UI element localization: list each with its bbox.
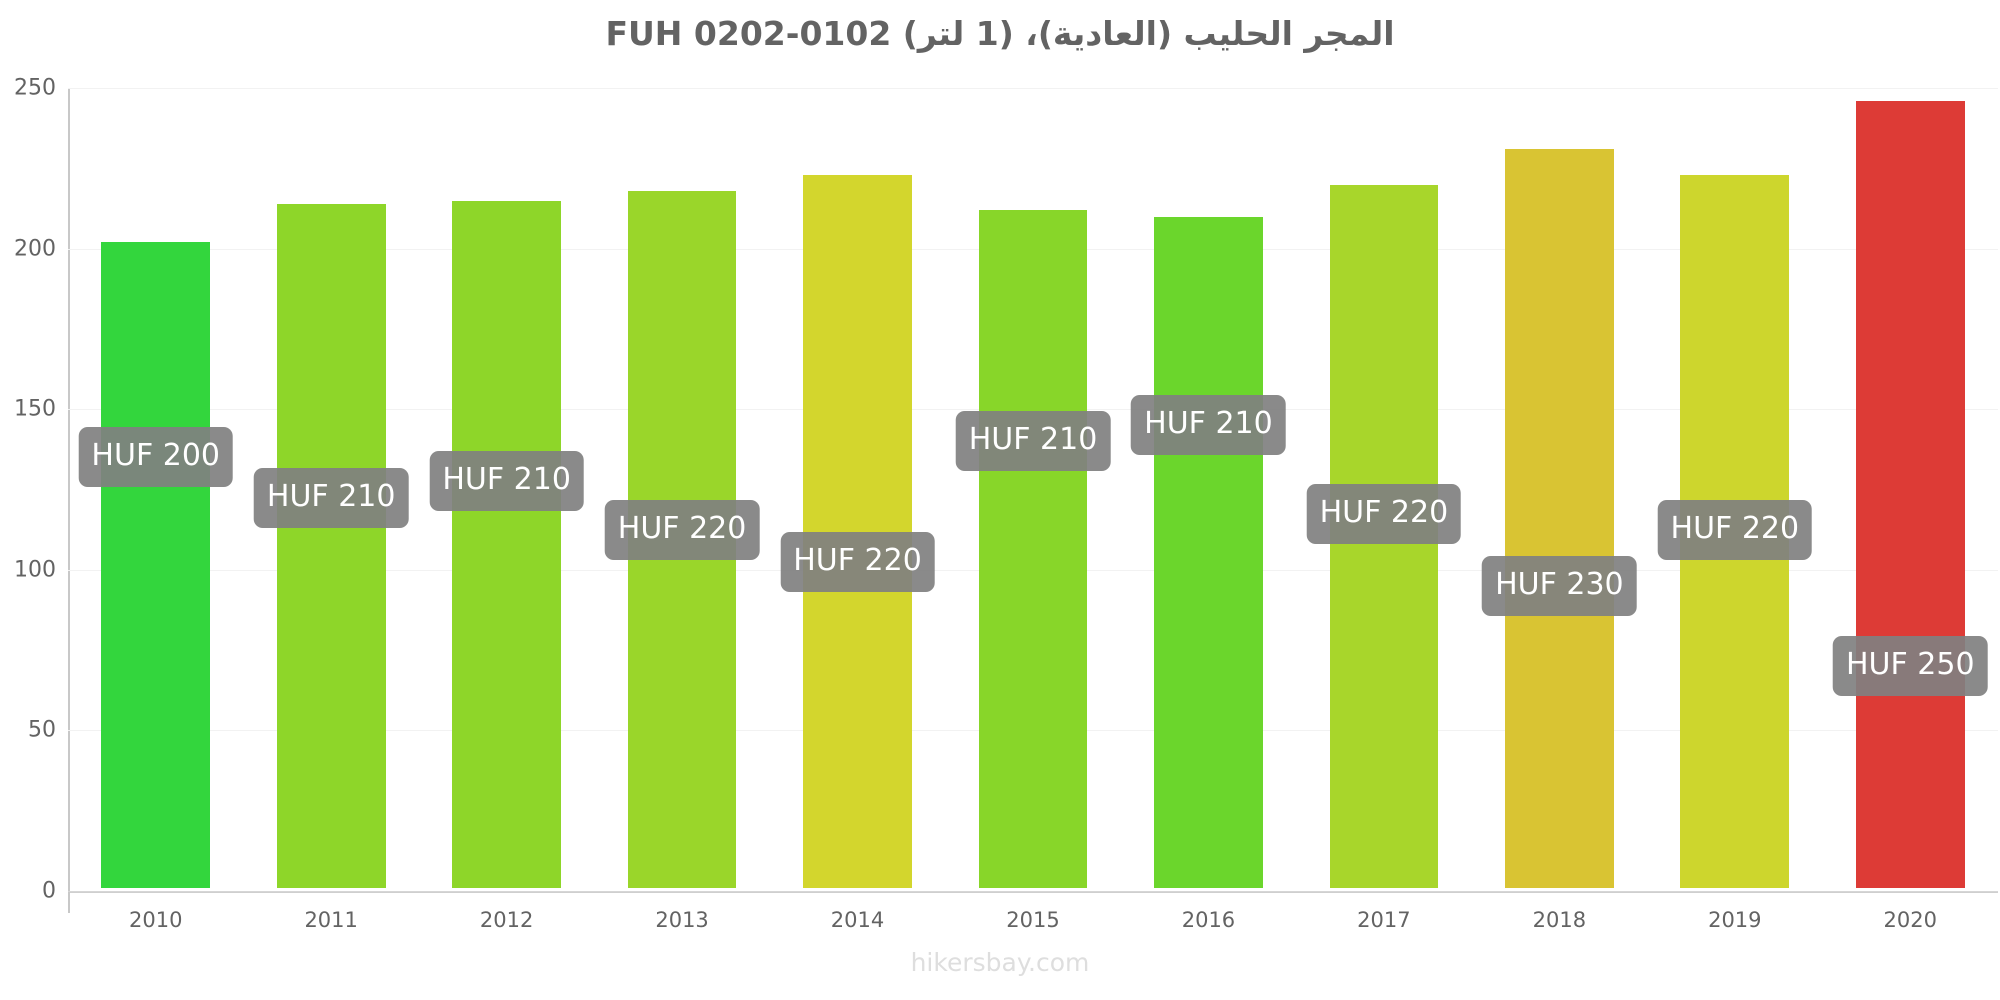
y-axis-tick-label: 200 <box>14 236 56 262</box>
x-axis-tick-label-2017: 2017 <box>1357 908 1411 932</box>
x-axis-tick-label-2019: 2019 <box>1708 908 1762 932</box>
value-label-2017: HUF 220 <box>1306 483 1462 544</box>
x-axis-tick-label-2016: 2016 <box>1181 908 1236 932</box>
source-credit: hikersbay.com <box>910 948 1090 977</box>
value-label-2013: HUF 220 <box>604 499 760 560</box>
bar-2010[interactable] <box>101 242 211 888</box>
x-axis-tick-label-2018: 2018 <box>1532 908 1587 932</box>
x-axis-origin-tick <box>68 891 70 913</box>
x-axis-tick-label-2010: 2010 <box>128 908 183 932</box>
x-axis-tick-label-2011: 2011 <box>304 908 358 932</box>
value-label-2015: HUF 210 <box>955 411 1111 472</box>
value-label-2019: HUF 220 <box>1657 499 1813 560</box>
value-label-2010: HUF 200 <box>78 427 234 488</box>
value-label-2016: HUF 210 <box>1131 395 1286 456</box>
bar-2014[interactable] <box>803 174 912 888</box>
bar-2016[interactable] <box>1154 216 1263 888</box>
value-label-2018: HUF 230 <box>1482 555 1637 616</box>
x-axis-tick-label-2015: 2015 <box>1006 908 1060 932</box>
bar-2020[interactable] <box>1855 101 1965 888</box>
y-axis-tick-label: 150 <box>14 396 56 422</box>
y-axis-line <box>68 88 70 892</box>
y-axis-tick-label: 100 <box>14 557 56 583</box>
gridline <box>68 88 1998 89</box>
gridline <box>68 891 1998 892</box>
y-axis-tick-label: 50 <box>28 717 56 743</box>
x-axis-tick-label-2012: 2012 <box>479 908 534 932</box>
chart-title: المجر الحليب (العادية)، (1 لتر) 2010-202… <box>605 14 1395 53</box>
x-axis-tick-label-2013: 2013 <box>655 908 709 932</box>
value-label-2020: HUF 250 <box>1832 636 1988 697</box>
bar-2018[interactable] <box>1504 149 1614 888</box>
value-label-2014: HUF 220 <box>780 531 935 592</box>
bar-2011[interactable] <box>276 203 386 888</box>
y-axis-tick-label: 250 <box>14 75 56 101</box>
x-axis-line <box>68 891 1998 893</box>
bar-2015[interactable] <box>978 210 1088 888</box>
value-label-2012: HUF 210 <box>429 451 584 512</box>
x-axis-tick-label-2020: 2020 <box>1883 908 1937 932</box>
y-axis-tick-label: 0 <box>42 878 56 904</box>
x-axis-tick-label-2014: 2014 <box>830 908 885 932</box>
bar-2012[interactable] <box>452 200 562 888</box>
value-label-2011: HUF 210 <box>253 467 409 528</box>
plot-area: HUF 200 HUF 210 HUF 210 HUF 220 HUF 220 HUF 2… <box>68 88 1998 892</box>
